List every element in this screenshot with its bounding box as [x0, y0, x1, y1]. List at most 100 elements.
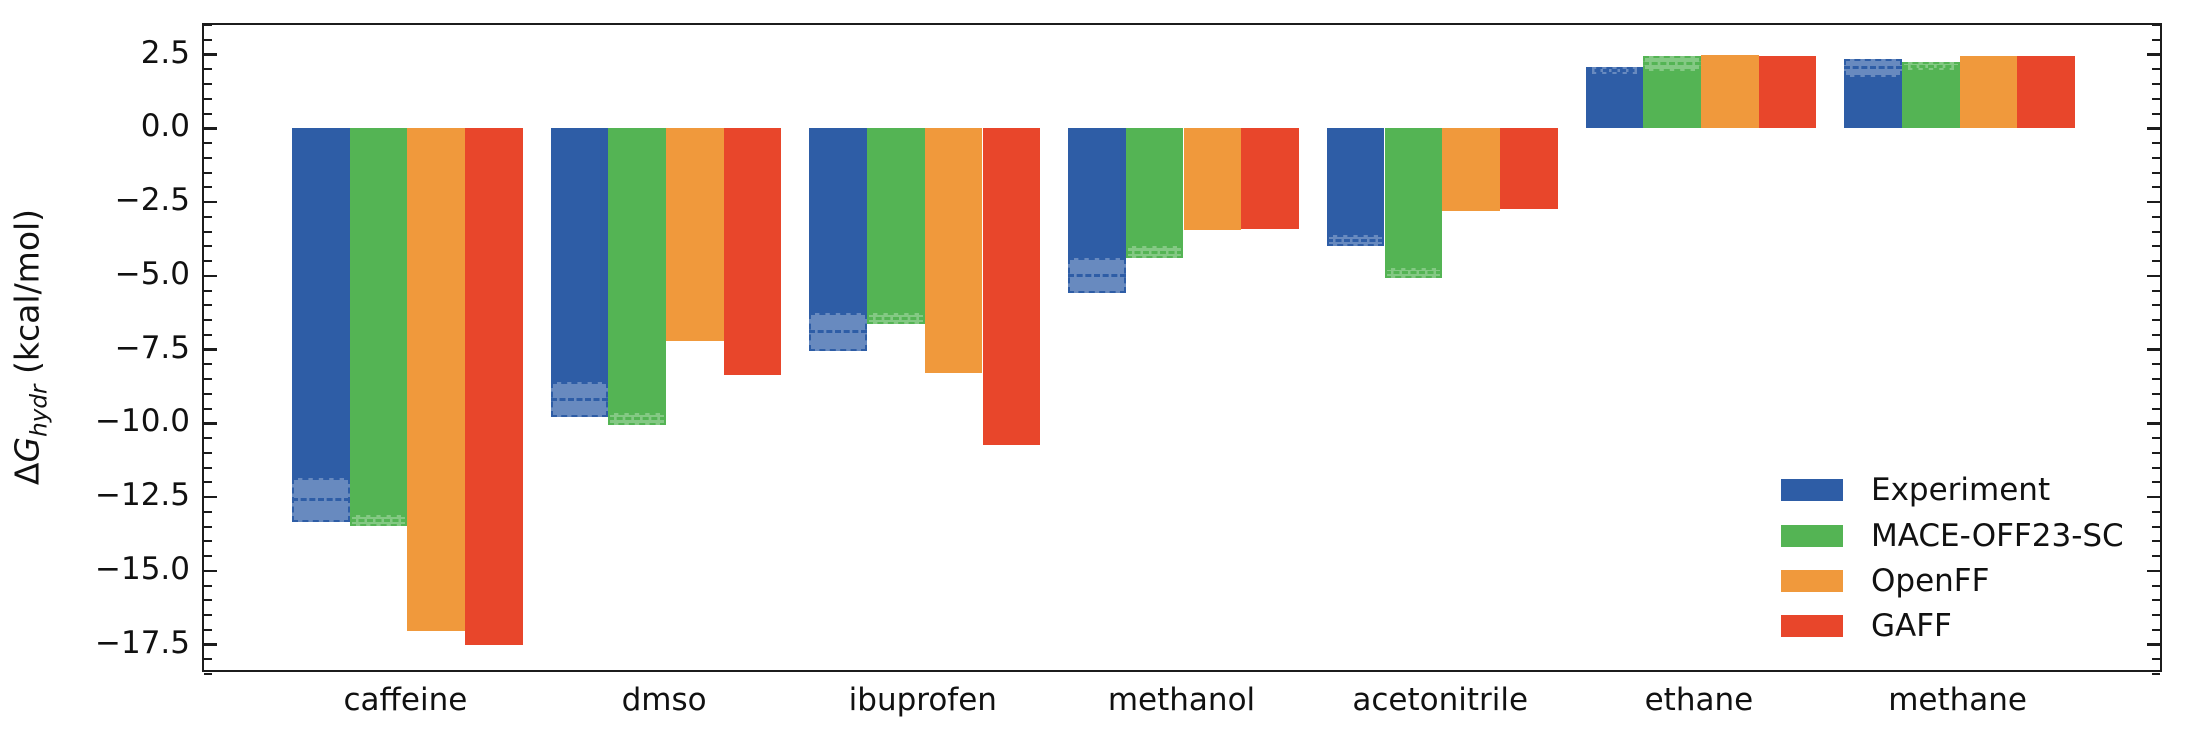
y-tick-label: −2.5: [114, 182, 190, 218]
y-minor-tick-left: [204, 156, 212, 159]
mean-line-Experiment-ibuprofen: [809, 330, 868, 334]
y-minor-tick-right: [2152, 289, 2160, 292]
y-minor-tick-right: [2152, 628, 2160, 631]
x-category-label-acetonitrile: acetonitrile: [1352, 682, 1529, 718]
bar-GAFF-ibuprofen: [982, 128, 1041, 446]
y-minor-tick-left: [204, 112, 212, 115]
x-category-label-ibuprofen: ibuprofen: [848, 682, 997, 718]
bar-MACE-OFF23-SC-dmso: [608, 128, 667, 413]
y-minor-tick-left: [204, 230, 212, 233]
y-minor-tick-left: [204, 97, 212, 100]
legend-swatch-Experiment: [1781, 479, 1843, 501]
y-major-tick-right: [2147, 53, 2160, 56]
y-minor-tick-left: [204, 38, 212, 41]
legend-item-MACE-OFF23-SC: MACE-OFF23-SC: [1781, 518, 2124, 554]
bar-Experiment-dmso: [550, 128, 609, 382]
y-major-tick-right: [2147, 348, 2160, 351]
y-tick-label: 0.0: [140, 108, 190, 145]
y-tick-label: 2.5: [140, 34, 190, 71]
y-axis-label-delta: Δ: [7, 462, 47, 486]
y-minor-tick-left: [204, 540, 212, 543]
legend-item-OpenFF: OpenFF: [1781, 563, 1989, 599]
legend-swatch-MACE-OFF23-SC: [1781, 525, 1843, 547]
y-major-tick-right: [2147, 274, 2160, 277]
y-major-tick-right: [2147, 569, 2160, 572]
mean-line-MACE-OFF23-SC-methane: [1901, 64, 1960, 68]
mean-line-MACE-OFF23-SC-dmso: [608, 417, 667, 421]
y-minor-tick-right: [2152, 437, 2160, 439]
y-minor-tick-left: [204, 407, 212, 410]
bar-OpenFF-methanol: [1183, 128, 1242, 231]
bar-Experiment-methanol: [1068, 128, 1126, 259]
y-major-tick-left: [204, 200, 217, 204]
y-axis-label: ΔGhydr (kcal/mol): [8, 209, 53, 485]
bar-OpenFF-caffeine: [407, 128, 466, 632]
y-minor-tick-right: [2152, 319, 2160, 321]
bar-Experiment-methane: [1844, 76, 1902, 129]
y-minor-tick-left: [204, 245, 212, 248]
y-minor-tick-right: [2152, 599, 2160, 602]
bar-Experiment-acetonitrile: [1326, 128, 1385, 236]
y-minor-tick-left: [204, 68, 212, 71]
bar-GAFF-methanol: [1241, 128, 1299, 229]
legend-swatch-GAFF: [1781, 615, 1843, 637]
y-minor-tick-left: [204, 186, 212, 189]
y-minor-tick-left: [204, 304, 212, 307]
y-minor-tick-right: [2152, 466, 2160, 469]
y-minor-tick-right: [2152, 525, 2160, 528]
legend-label-GAFF: GAFF: [1871, 608, 1952, 644]
y-major-tick-right: [2147, 127, 2160, 130]
bar-GAFF-dmso: [723, 128, 782, 375]
mean-line-Experiment-caffeine: [292, 498, 350, 502]
y-minor-tick-right: [2152, 38, 2160, 41]
y-minor-tick-left: [204, 260, 212, 262]
y-minor-tick-left: [204, 673, 212, 675]
x-category-label-methanol: methanol: [1107, 682, 1256, 718]
y-major-tick-left: [204, 127, 217, 130]
plot-area: [202, 23, 2162, 675]
mean-line-MACE-OFF23-SC-acetonitrile: [1384, 271, 1443, 275]
bar-MACE-OFF23-SC-methane: [1901, 70, 1960, 129]
y-minor-tick-right: [2152, 392, 2160, 395]
y-major-tick-left: [204, 422, 217, 425]
y-minor-tick-right: [2152, 614, 2160, 616]
mean-line-Experiment-ethane: [1585, 69, 1644, 73]
y-minor-tick-left: [204, 451, 212, 454]
y-minor-tick-left: [204, 319, 212, 321]
y-major-tick-right: [2147, 643, 2160, 646]
y-major-tick-left: [204, 53, 217, 56]
legend-item-GAFF: GAFF: [1781, 608, 1952, 644]
mean-line-MACE-OFF23-SC-ibuprofen: [867, 317, 925, 321]
y-axis-label-symbol: G: [7, 436, 47, 463]
y-minor-tick-right: [2152, 260, 2160, 262]
y-tick-label: −17.5: [95, 624, 190, 661]
y-minor-tick-right: [2152, 186, 2160, 189]
mean-line-MACE-OFF23-SC-methanol: [1125, 250, 1184, 254]
bar-OpenFF-ethane: [1700, 54, 1759, 129]
bar-Experiment-ethane: [1585, 74, 1644, 129]
y-minor-tick-right: [2152, 481, 2160, 484]
y-minor-tick-right: [2152, 540, 2160, 543]
y-minor-tick-right: [2152, 230, 2160, 233]
bar-GAFF-ethane: [1758, 55, 1817, 129]
y-axis-label-subscript: hydr: [26, 384, 53, 437]
y-minor-tick-right: [2152, 658, 2160, 661]
bar-GAFF-acetonitrile: [1499, 128, 1558, 210]
y-minor-tick-left: [204, 437, 212, 439]
y-minor-tick-left: [204, 378, 212, 380]
y-minor-tick-right: [2152, 673, 2160, 675]
y-major-tick-left: [204, 348, 217, 351]
y-tick-label: −10.0: [95, 403, 190, 440]
x-category-label-ethane: ethane: [1644, 682, 1754, 718]
mean-line-MACE-OFF23-SC-ethane: [1643, 61, 1701, 65]
y-tick-label: −15.0: [95, 550, 190, 587]
y-major-tick-left: [204, 495, 217, 499]
bar-Experiment-ibuprofen: [809, 128, 868, 313]
y-minor-tick-left: [204, 614, 212, 616]
y-minor-tick-left: [204, 628, 212, 631]
x-category-label-dmso: dmso: [621, 682, 707, 718]
y-tick-label: −12.5: [95, 477, 190, 513]
y-minor-tick-right: [2152, 510, 2160, 513]
y-minor-tick-left: [204, 525, 212, 528]
y-minor-tick-left: [204, 584, 212, 587]
